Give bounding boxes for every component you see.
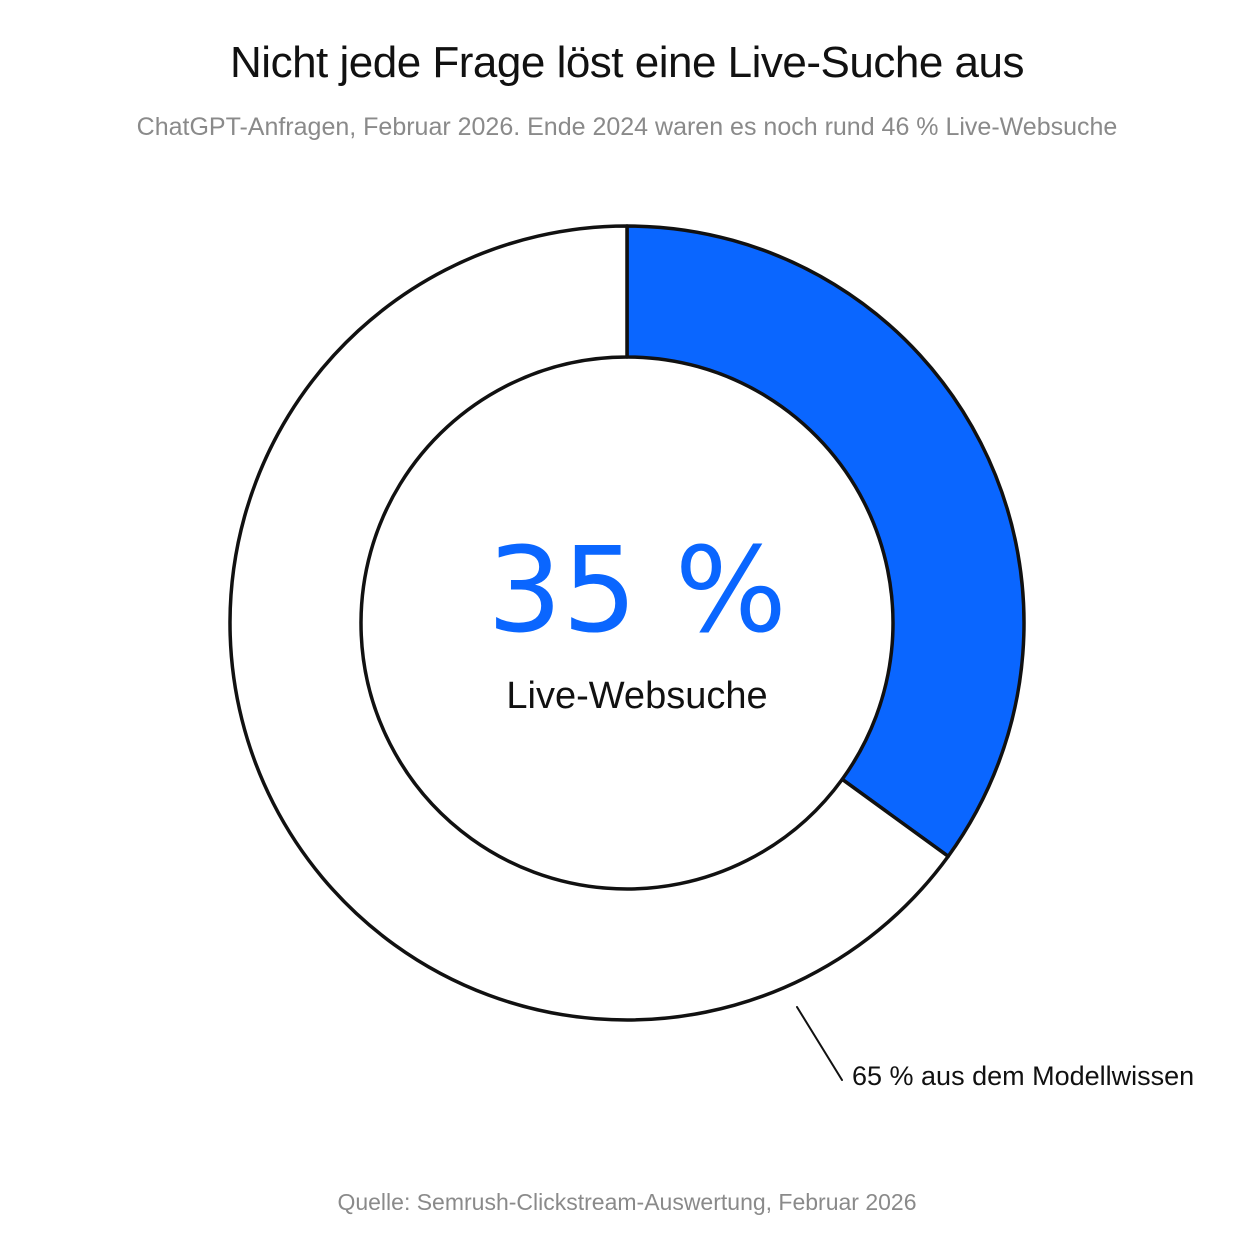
slice-live-websuche — [625, 224, 1026, 859]
source-note: Quelle: Semrush-Clickstream-Auswertung, … — [337, 1189, 917, 1215]
annotation-leader-line — [796, 1006, 843, 1081]
chart-subtitle: ChatGPT-Anfragen, Februar 2026. Ende 202… — [136, 113, 1118, 141]
chart-title: Nicht jede Frage löst eine Live-Suche au… — [230, 38, 1024, 87]
center-label: Live-Websuche — [506, 675, 768, 717]
center-value: 35 % — [487, 521, 787, 659]
annotation-label: 65 % aus dem Modellwissen — [852, 1061, 1195, 1091]
slice-modellwissen — [228, 224, 950, 1022]
donut-slices — [228, 224, 1026, 1022]
